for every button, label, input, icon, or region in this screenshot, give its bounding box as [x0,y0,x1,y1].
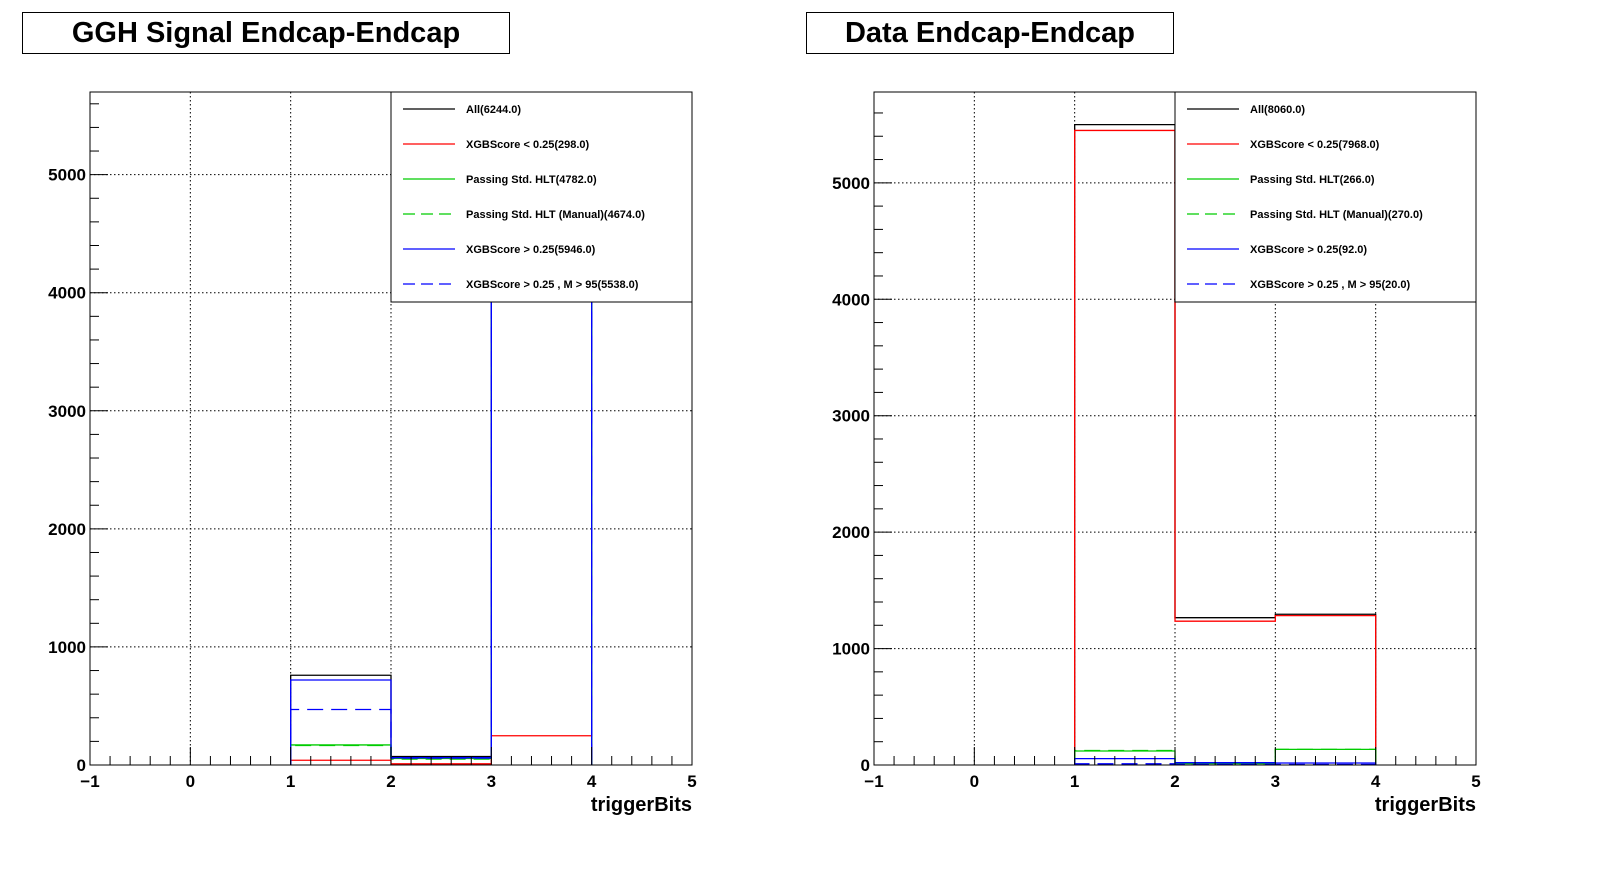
x-axis-title: triggerBits [591,794,692,816]
y-tick-label: 3000 [832,407,870,426]
x-tick-label: −1 [80,772,99,791]
legend-box [1174,91,1477,303]
x-axis-title: triggerBits [1375,794,1476,816]
legend-label-5: XGBScore > 0.25(92.0) [1250,244,1367,256]
panel-2-title: Data Endcap-Endcap [806,12,1174,54]
histogram-series-5 [1074,757,1377,765]
histogram-series-2 [1074,129,1377,765]
panel-1-plot: −1 0 1 2 3 4 5010002000300040005000triggerBits… [48,91,697,816]
x-tick-label: 5 [1471,772,1480,791]
x-tick-label: 4 [1371,772,1381,791]
histogram-series-3 [290,226,593,765]
y-tick-label: 2000 [832,523,870,542]
panel-1-title: GGH Signal Endcap-Endcap [22,12,510,54]
y-tick-label: 5000 [48,166,86,185]
x-tick-label: 0 [186,772,195,791]
y-tick-label: 1000 [48,638,86,657]
legend-label-3: Passing Std. HLT(4782.0) [466,174,597,186]
x-tick-label: 3 [487,772,496,791]
legend-label-2: XGBScore < 0.25(7968.0) [1250,139,1380,151]
x-tick-label: −1 [864,772,883,791]
x-tick-label: 1 [286,772,295,791]
x-tick-label: 2 [386,772,395,791]
legend-label-1: All(8060.0) [1250,104,1305,116]
y-tick-label: 4000 [832,290,870,309]
legend-label-4: Passing Std. HLT (Manual)(4674.0) [466,209,645,221]
x-tick-label: 3 [1271,772,1280,791]
legend: All(6244.0) XGBScore < 0.25(298.0) Passing… [390,91,693,303]
x-tick-label: 5 [687,772,696,791]
y-tick-label: 0 [861,756,870,775]
panel-2-plot: −1 0 1 2 3 4 5010002000300040005000triggerBits… [832,91,1481,816]
y-tick-label: 0 [77,756,86,775]
histogram-series-1 [1074,123,1377,765]
legend-label-5: XGBScore > 0.25(5946.0) [466,244,596,256]
legend-label-2: XGBScore < 0.25(298.0) [466,139,590,151]
x-tick-label: 4 [587,772,597,791]
y-tick-label: 5000 [832,174,870,193]
x-tick-label: 1 [1070,772,1079,791]
x-tick-label: 2 [1170,772,1179,791]
legend-label-6: XGBScore > 0.25 , M > 95(20.0) [1250,279,1411,291]
y-tick-label: 3000 [48,402,86,421]
legend-label-3: Passing Std. HLT(266.0) [1250,174,1375,186]
legend: All(8060.0) XGBScore < 0.25(7968.0) Passin… [1174,91,1477,303]
y-tick-label: 2000 [48,520,86,539]
y-tick-label: 1000 [832,640,870,659]
legend-label-4: Passing Std. HLT (Manual)(270.0) [1250,209,1423,221]
histogram-series-4 [1074,748,1377,765]
legend-box [390,91,693,303]
legend-label-6: XGBScore > 0.25 , M > 95(5538.0) [466,279,639,291]
y-tick-label: 4000 [48,284,86,303]
histogram-series-4 [290,237,593,765]
histogram-series-2 [290,735,593,765]
x-tick-label: 0 [970,772,979,791]
legend-label-1: All(6244.0) [466,104,521,116]
